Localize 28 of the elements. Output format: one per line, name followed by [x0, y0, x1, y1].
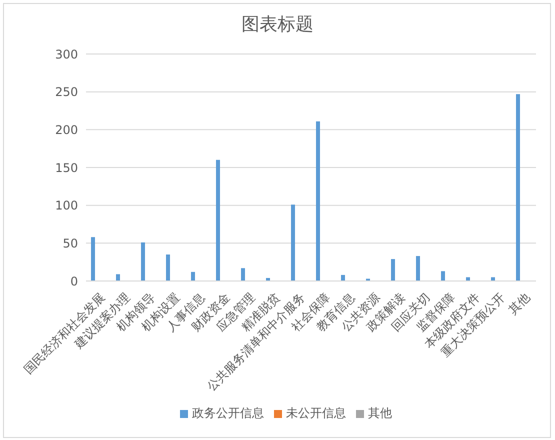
y-tick-label: 150	[55, 160, 78, 175]
bar	[491, 277, 495, 281]
chart-title: 图表标题	[240, 13, 314, 36]
bar	[91, 237, 95, 281]
y-tick-label: 100	[55, 198, 78, 213]
bar	[416, 256, 420, 281]
bar	[441, 271, 445, 281]
y-tick-label: 300	[55, 47, 78, 62]
legend-label: 其他	[368, 406, 392, 420]
y-tick-label: 50	[62, 236, 78, 250]
y-tick-label: 0	[70, 274, 78, 288]
legend-label: 未公开信息	[286, 406, 346, 420]
bar	[241, 268, 245, 281]
bar	[316, 121, 320, 281]
bar	[166, 254, 170, 281]
bar	[141, 242, 145, 281]
x-tick-label: 其他	[506, 290, 533, 318]
bar	[291, 204, 295, 281]
bar	[516, 94, 520, 281]
legend-label: 政务公开信息	[192, 406, 264, 420]
bar	[391, 259, 395, 281]
bar	[216, 160, 220, 281]
bar	[191, 272, 195, 281]
bar	[116, 274, 120, 281]
bar	[466, 277, 470, 281]
y-tick-label: 200	[55, 122, 78, 137]
y-tick-label: 250	[55, 85, 78, 100]
bar	[341, 274, 345, 281]
